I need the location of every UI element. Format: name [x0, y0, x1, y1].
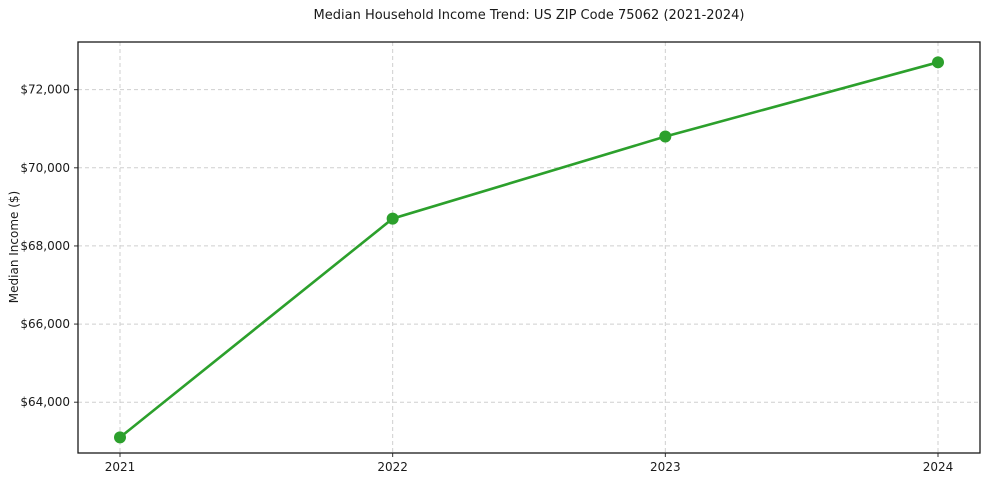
data-point-marker	[114, 431, 126, 444]
x-tick-label: 2023	[650, 460, 681, 474]
x-tick-label: 2022	[377, 460, 408, 474]
y-tick-label: $68,000	[20, 239, 70, 253]
data-point-marker	[386, 212, 399, 225]
plot-border	[77, 41, 981, 454]
x-tick-label: 2024	[923, 460, 954, 474]
y-tick-label: $66,000	[20, 317, 70, 331]
y-tick-label: $70,000	[20, 161, 70, 175]
data-point-marker	[659, 130, 672, 143]
y-tick-label: $72,000	[20, 83, 70, 97]
income-trend-line	[118, 61, 940, 439]
y-tick-label: $64,000	[20, 395, 70, 409]
chart-title: Median Household Income Trend: US ZIP Co…	[313, 8, 745, 23]
x-tick-label: 2021	[105, 460, 136, 474]
data-point-marker	[932, 56, 944, 69]
